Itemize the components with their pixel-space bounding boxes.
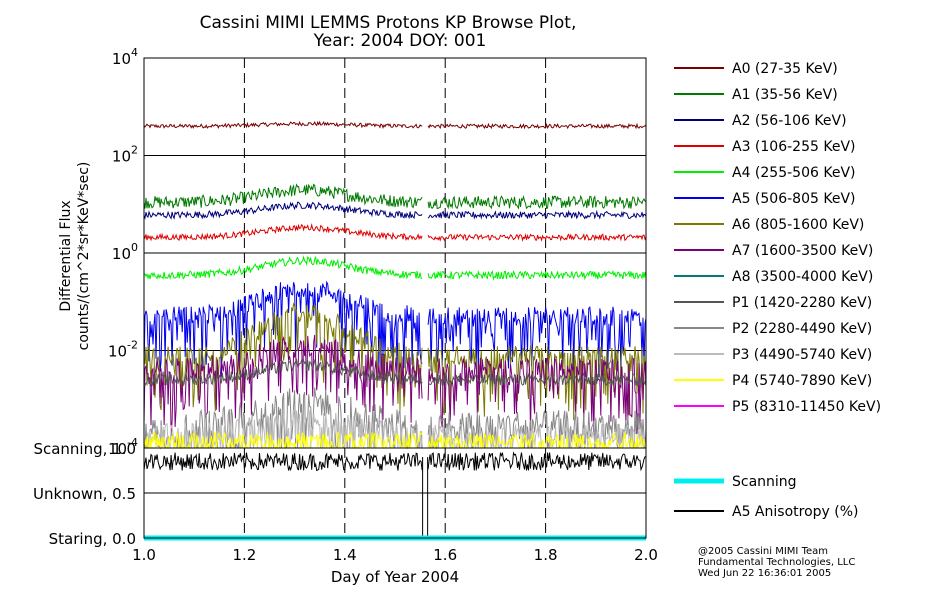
y-tick-label: 10-4 <box>108 436 138 458</box>
series-line <box>143 358 647 388</box>
series-lines <box>143 120 647 541</box>
chart-title-line1: Cassini MIMI LEMMS Protons KP Browse Plo… <box>200 13 577 33</box>
plot-frames <box>143 57 647 539</box>
legend-label: A2 (56-106 KeV) <box>732 113 847 129</box>
legend-label: P5 (8310-11450 KeV) <box>732 399 881 415</box>
y-axis-label-line1: Differential Flux <box>58 200 74 311</box>
y2-tick-label: Staring, 0.0 <box>49 530 136 548</box>
x-tick-label: 1.2 <box>232 546 256 564</box>
series-line <box>143 183 647 210</box>
y-tick-label: 100 <box>112 241 138 263</box>
legend-label: A7 (1600-3500 KeV) <box>732 243 873 259</box>
series-line <box>143 120 647 130</box>
legend-label: P1 (1420-2280 KeV) <box>732 295 872 311</box>
legend-label: A1 (35-56 KeV) <box>732 87 838 103</box>
legend-label: A5 (506-805 KeV) <box>732 191 855 207</box>
y-tick-label: 102 <box>112 144 138 166</box>
x-axis-label: Day of Year 2004 <box>331 568 459 586</box>
series-line <box>143 280 647 380</box>
series-line <box>143 201 647 220</box>
y-tick-label: 10-2 <box>108 339 138 361</box>
legend: A0 (27-35 KeV) A1 (35-56 KeV) A2 (56-106 K… <box>674 61 881 520</box>
legend-label: P3 (4490-5740 KeV) <box>732 347 872 363</box>
footer-company: Fundamental Technologies, LLC <box>698 557 855 568</box>
legend-label: A6 (805-1600 KeV) <box>732 217 864 233</box>
legend-label: A5 Anisotropy (%) <box>732 504 859 520</box>
series-line <box>143 223 647 242</box>
x-tick-labels: 1.0 1.2 1.4 1.6 1.8 2.0 <box>132 546 658 564</box>
chart-title-line2: Year: 2004 DOY: 001 <box>313 31 487 51</box>
anisotropy-line <box>143 451 647 472</box>
y2-tick-label: Scanning, 1.0 <box>33 440 136 458</box>
legend-label: P2 (2280-4490 KeV) <box>732 321 872 337</box>
x-tick-label: 1.6 <box>433 546 457 564</box>
legend-label: P4 (5740-7890 KeV) <box>732 373 872 389</box>
x-tick-label: 1.0 <box>132 546 156 564</box>
y-tick-label: 104 <box>112 46 138 68</box>
legend-label: A3 (106-255 KeV) <box>732 139 855 155</box>
legend-label: A4 (255-506 KeV) <box>732 165 855 181</box>
footer-timestamp: Wed Jun 22 16:36:01 2005 <box>698 568 831 579</box>
legend-label: A8 (3500-4000 KeV) <box>732 269 873 285</box>
series-line <box>143 255 647 282</box>
footer-copyright: @2005 Cassini MIMI Team <box>698 546 828 557</box>
x-tick-label: 2.0 <box>634 546 658 564</box>
series-line <box>143 334 647 436</box>
y-axis-label-line2: counts/(cm^2*sr*KeV*sec) <box>76 162 92 351</box>
series-line <box>143 302 647 421</box>
legend-label: Scanning <box>732 474 797 490</box>
bottom-panel-frame <box>143 447 647 539</box>
legend-label: A0 (27-35 KeV) <box>732 61 838 77</box>
y2-tick-label: Unknown, 0.5 <box>33 485 136 503</box>
x-tick-label: 1.8 <box>534 546 558 564</box>
x-tick-label: 1.4 <box>333 546 357 564</box>
